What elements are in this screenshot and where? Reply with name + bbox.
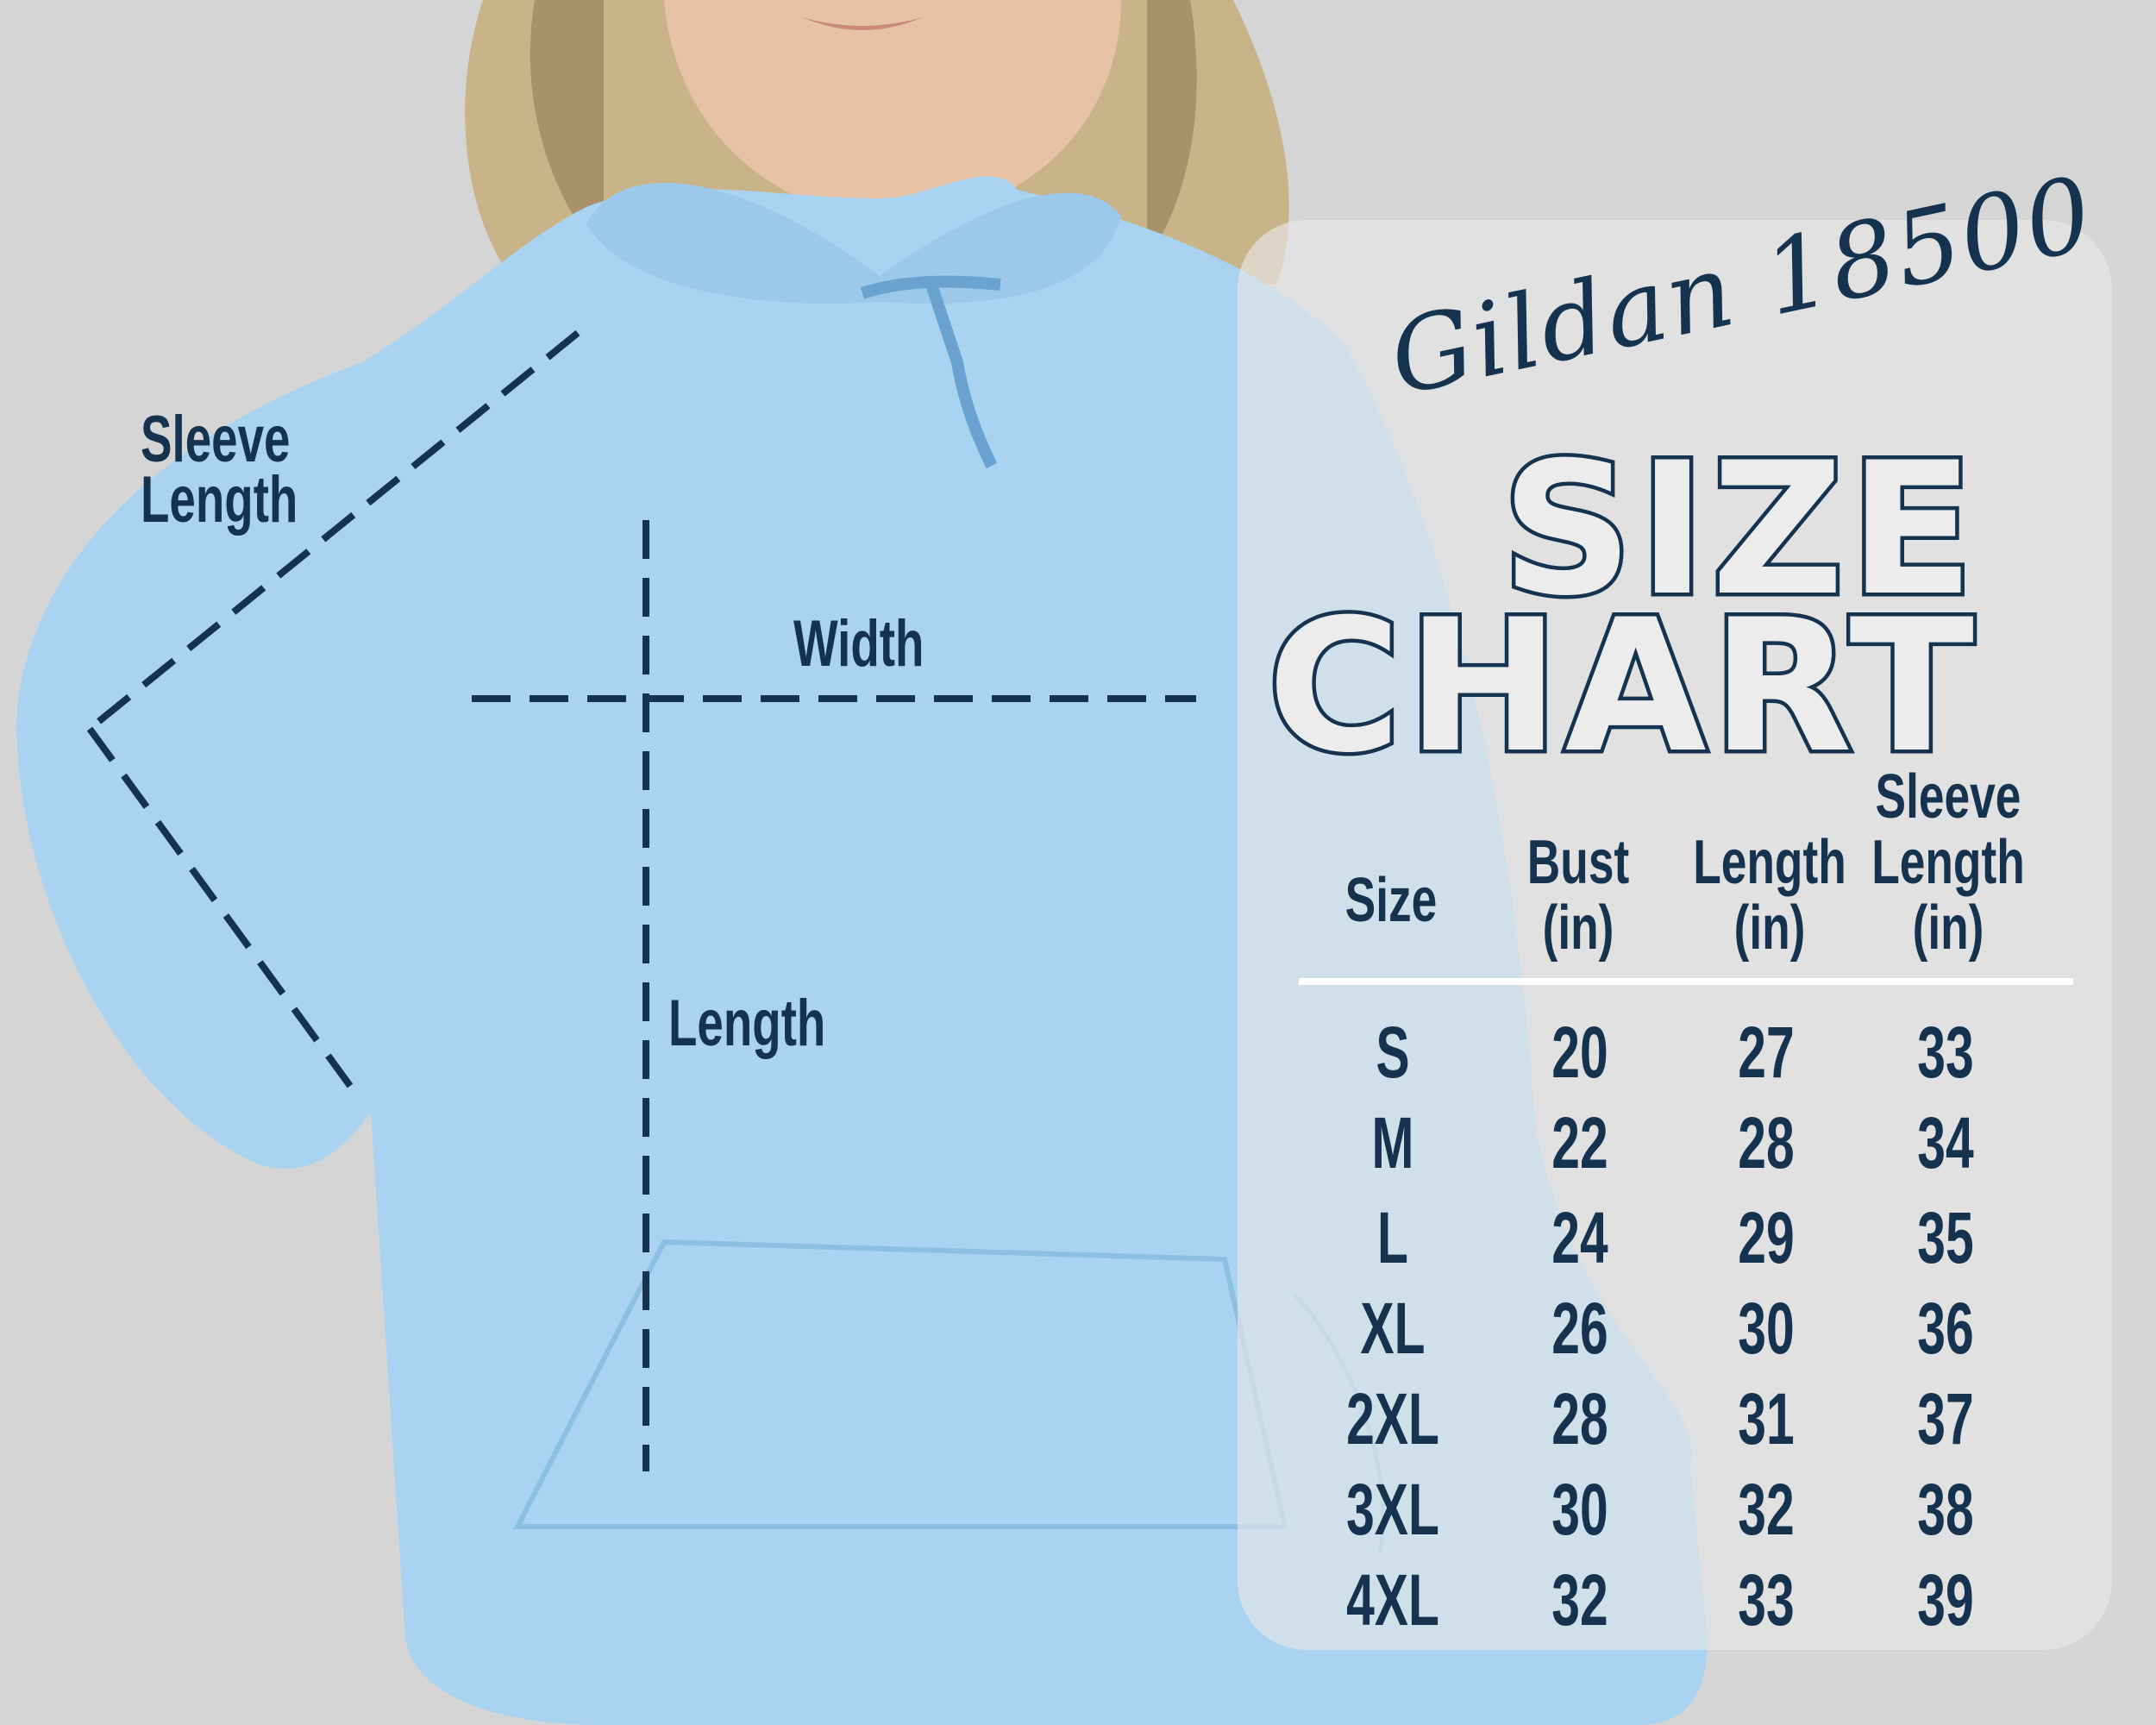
cell-size: M	[1371, 1102, 1414, 1183]
header-bust-unit: (in)	[1542, 894, 1614, 963]
cell-bust: 20	[1551, 1012, 1608, 1093]
cell-sleeve: 36	[1917, 1288, 1974, 1369]
width-label: Width	[793, 607, 924, 681]
cell-length: 29	[1738, 1197, 1795, 1278]
cell-length: 31	[1738, 1378, 1795, 1459]
cell-sleeve: 39	[1917, 1559, 1974, 1640]
cell-length: 30	[1738, 1288, 1795, 1369]
cell-length: 28	[1738, 1102, 1795, 1183]
cell-bust: 24	[1551, 1197, 1608, 1278]
lips	[802, 17, 923, 30]
cell-bust: 30	[1551, 1469, 1608, 1550]
cell-bust: 22	[1551, 1102, 1608, 1183]
header-sleeve-unit: (in)	[1912, 894, 1984, 963]
cell-size: S	[1376, 1012, 1410, 1093]
cell-bust: 32	[1551, 1559, 1608, 1640]
header-size: Size	[1344, 866, 1438, 935]
header-sleeve-length: Sleeve Length (in)	[1871, 764, 2025, 961]
cell-sleeve: 38	[1917, 1469, 1974, 1550]
header-length-unit: (in)	[1733, 894, 1806, 963]
cell-sleeve: 33	[1917, 1012, 1974, 1093]
cell-size: 4XL	[1346, 1559, 1439, 1640]
size-chart-panel	[1238, 220, 2112, 1650]
header-sleeve-line2: Length	[1871, 828, 2025, 897]
header-divider	[1299, 978, 2073, 985]
sleeve-label-line1: Sleeve	[141, 403, 291, 476]
face	[664, 0, 1121, 224]
header-bust: Bust (in)	[1501, 830, 1655, 961]
cell-length: 32	[1738, 1469, 1795, 1550]
sleeve-label-line2: Length	[141, 463, 298, 536]
cell-size: XL	[1360, 1288, 1426, 1369]
cell-bust: 28	[1551, 1378, 1608, 1459]
header-length: Length (in)	[1693, 830, 1846, 961]
cell-size: L	[1377, 1197, 1408, 1278]
cell-sleeve: 35	[1917, 1197, 1974, 1278]
measurement-lines	[86, 329, 1196, 1471]
header-length-line1: Length	[1693, 828, 1846, 897]
header-bust-line1: Bust	[1526, 828, 1630, 897]
header-sleeve-line1: Sleeve	[1875, 762, 2021, 831]
cell-bust: 26	[1551, 1288, 1608, 1369]
sleeve-length-label: Sleeve Length	[141, 403, 298, 536]
length-label: Length	[668, 987, 826, 1060]
cell-size: 2XL	[1346, 1378, 1439, 1459]
sleeve-length-line-lower	[86, 726, 354, 1088]
title-chart: CHART	[1263, 576, 1979, 797]
sleeve-length-line-upper	[87, 329, 580, 732]
cell-length: 33	[1738, 1559, 1795, 1640]
title-size: SIZE	[1497, 419, 1979, 640]
cell-sleeve: 34	[1917, 1102, 1974, 1183]
cell-size: 3XL	[1346, 1469, 1439, 1550]
hoodie-hood	[586, 183, 1121, 304]
cell-length: 27	[1738, 1012, 1795, 1093]
hoodie-drawstring	[860, 275, 1001, 469]
cell-sleeve: 37	[1917, 1378, 1974, 1459]
